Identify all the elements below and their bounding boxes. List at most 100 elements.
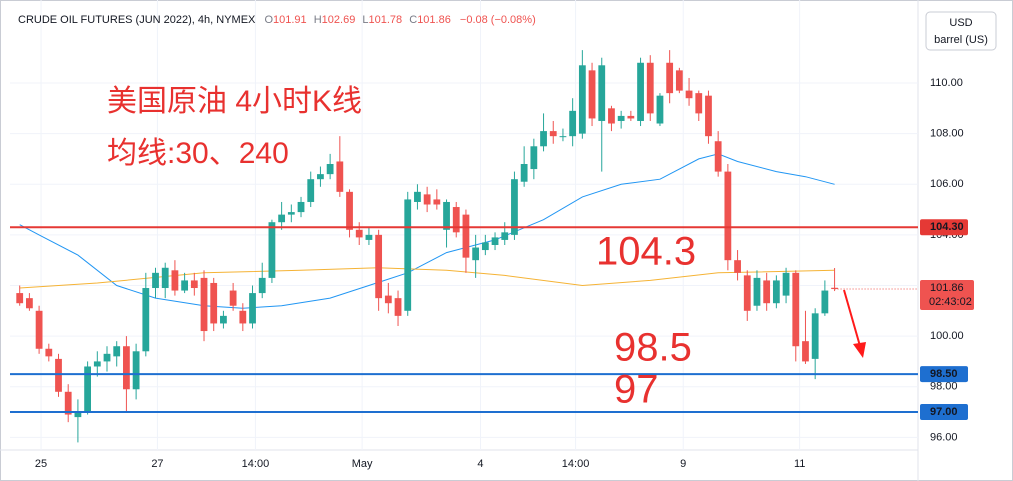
candle-body bbox=[714, 141, 722, 172]
candle-body bbox=[472, 247, 480, 261]
candle-body bbox=[462, 214, 470, 258]
candle-body bbox=[336, 161, 344, 192]
x-tick-label: 25 bbox=[35, 458, 47, 470]
level-tag bbox=[920, 219, 968, 236]
y-tick-label: 106.00 bbox=[930, 178, 964, 190]
candle-body bbox=[249, 293, 256, 324]
candle-body bbox=[559, 136, 567, 138]
annotation: 97 bbox=[614, 368, 659, 412]
candle-body bbox=[384, 295, 392, 304]
candle-body bbox=[404, 199, 412, 311]
candle-body bbox=[802, 341, 809, 362]
open-label: O bbox=[264, 14, 273, 26]
title: CRUDE OIL FUTURES (JUN 2022), 4h, NYMEX bbox=[18, 14, 256, 26]
candle-body bbox=[782, 272, 790, 296]
candle-body bbox=[297, 201, 305, 213]
candle-body bbox=[64, 391, 72, 415]
candle-body bbox=[190, 280, 198, 289]
x-tick-label: 11 bbox=[794, 458, 805, 470]
candle-body bbox=[753, 277, 761, 306]
candle-body bbox=[433, 199, 441, 205]
candle-body bbox=[598, 65, 606, 121]
annotation: 104.3 bbox=[596, 230, 696, 274]
unit: barrel (US) bbox=[934, 34, 988, 46]
candle-body bbox=[481, 242, 489, 251]
candle-body bbox=[16, 293, 24, 304]
candle-body bbox=[821, 290, 829, 314]
level-label: 98.50 bbox=[930, 368, 958, 380]
candle-body bbox=[74, 412, 82, 418]
y-tick-label: 110.00 bbox=[930, 77, 963, 89]
y-tick-label: 98.00 bbox=[930, 381, 958, 393]
annotation: 98.5 bbox=[614, 326, 692, 370]
candle-body bbox=[724, 171, 732, 261]
candle-body bbox=[763, 280, 771, 304]
candle-body bbox=[511, 179, 518, 235]
candle-body bbox=[675, 70, 683, 91]
currency: USD bbox=[949, 17, 972, 29]
candle-body bbox=[200, 277, 208, 332]
candle-body bbox=[443, 201, 450, 230]
annotation: 均线:30、240 bbox=[107, 137, 289, 170]
candle-body bbox=[375, 234, 383, 299]
candle-body bbox=[258, 277, 266, 294]
candle-body bbox=[229, 290, 237, 306]
candle-body bbox=[278, 214, 286, 223]
candle-body bbox=[637, 62, 644, 121]
candle-body bbox=[666, 62, 674, 94]
candle-body bbox=[569, 110, 577, 137]
currency-button[interactable] bbox=[925, 11, 997, 51]
last-price-label: 101.86 bbox=[930, 282, 964, 294]
candle-body bbox=[549, 131, 557, 137]
candle-body bbox=[355, 229, 363, 238]
candle-body bbox=[705, 95, 712, 137]
candle-body bbox=[530, 146, 538, 170]
candle-body bbox=[423, 194, 431, 205]
candle-body bbox=[268, 222, 276, 278]
y-tick-label: 96.00 bbox=[930, 431, 958, 443]
candle-body bbox=[540, 131, 547, 147]
annotation: 美国原油 4小时K线 bbox=[107, 85, 362, 118]
candle-body bbox=[210, 282, 218, 324]
candle-body bbox=[646, 62, 654, 114]
header: CRUDE OIL FUTURES (JUN 2022), 4h, NYMEX … bbox=[18, 14, 536, 26]
candle-body bbox=[307, 179, 315, 202]
candle-body bbox=[123, 346, 130, 390]
high-label: H bbox=[314, 14, 322, 26]
candle-body bbox=[55, 358, 62, 392]
candle-body bbox=[656, 95, 664, 124]
low-label: L bbox=[362, 14, 368, 26]
candle-body bbox=[152, 272, 159, 289]
arrow-shaft bbox=[843, 289, 861, 347]
candle-body bbox=[608, 108, 615, 124]
candle-body bbox=[220, 315, 227, 324]
x-tick-label: 9 bbox=[680, 458, 686, 470]
candle-body bbox=[831, 287, 838, 290]
candle-body bbox=[394, 298, 402, 316]
level-tag bbox=[920, 404, 968, 421]
change: −0.08 (−0.08%) bbox=[460, 14, 536, 26]
candle-body bbox=[627, 115, 635, 119]
candle-body bbox=[132, 351, 140, 390]
level-tag bbox=[920, 366, 968, 383]
candle-body bbox=[491, 237, 499, 245]
candle-body bbox=[588, 70, 596, 119]
x-tick-label: 27 bbox=[151, 458, 163, 470]
candle-body bbox=[142, 288, 150, 352]
candle-body bbox=[93, 361, 101, 367]
candle-body bbox=[113, 346, 121, 357]
candle-body bbox=[743, 275, 751, 311]
y-tick-label: 108.00 bbox=[930, 128, 964, 140]
candle-body bbox=[365, 234, 373, 240]
candle-body bbox=[35, 310, 43, 349]
close-label: C bbox=[409, 14, 417, 26]
candle-body bbox=[346, 191, 353, 230]
candle-body bbox=[695, 93, 703, 114]
candle-body bbox=[45, 348, 53, 357]
candle-body bbox=[617, 115, 625, 121]
last-price-tag bbox=[920, 280, 974, 311]
candle-body bbox=[317, 174, 324, 180]
x-tick-label: May bbox=[352, 458, 373, 470]
